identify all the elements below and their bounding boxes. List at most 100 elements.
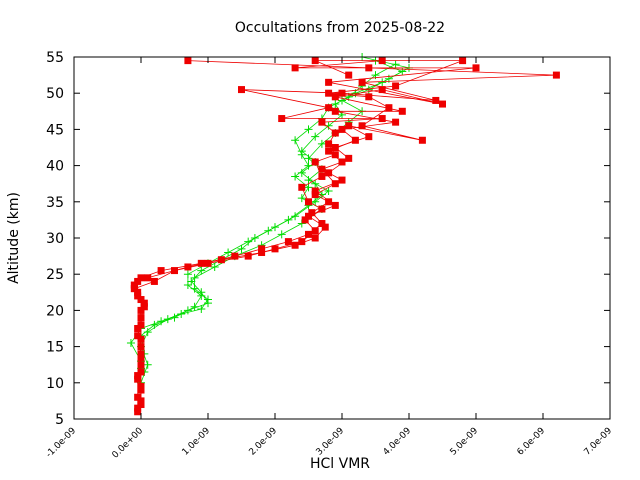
data-point-square bbox=[258, 248, 266, 256]
data-point-plus bbox=[304, 183, 313, 192]
data-point-square bbox=[137, 335, 145, 343]
data-point-square bbox=[134, 372, 142, 380]
data-point-plus bbox=[183, 306, 192, 315]
data-point-square bbox=[157, 267, 165, 275]
data-point-plus bbox=[224, 248, 233, 257]
data-point-plus bbox=[271, 223, 279, 232]
y-tick-label: 35 bbox=[46, 195, 64, 211]
data-point-square bbox=[291, 64, 299, 72]
data-point-square bbox=[271, 245, 279, 253]
data-point-square bbox=[338, 89, 346, 97]
data-point-square bbox=[358, 122, 366, 130]
data-point-plus bbox=[297, 194, 306, 203]
y-tick-label: 55 bbox=[46, 50, 64, 66]
data-point-square bbox=[258, 245, 266, 253]
data-point-plus bbox=[304, 176, 313, 185]
data-point-square bbox=[398, 107, 406, 115]
data-point-square bbox=[358, 78, 366, 86]
data-point-square bbox=[150, 277, 158, 285]
chart-title: Occultations from 2025-08-22 bbox=[235, 20, 445, 36]
y-tick-label: 20 bbox=[46, 303, 64, 319]
data-point-square bbox=[345, 154, 353, 162]
data-point-square bbox=[318, 118, 326, 126]
data-point-plus bbox=[338, 96, 346, 105]
data-point-plus bbox=[163, 315, 172, 324]
data-point-plus bbox=[197, 288, 206, 297]
data-point-square bbox=[197, 259, 205, 267]
data-point-square bbox=[184, 57, 192, 65]
data-point-square bbox=[204, 259, 212, 267]
data-point-square bbox=[321, 223, 329, 231]
data-point-square bbox=[238, 86, 245, 94]
data-point-plus bbox=[143, 360, 152, 369]
data-point-square bbox=[325, 198, 333, 206]
data-point-plus bbox=[304, 125, 313, 134]
data-point-plus bbox=[317, 139, 326, 148]
data-point-plus bbox=[210, 262, 219, 271]
data-point-square bbox=[137, 314, 145, 322]
data-point-square bbox=[365, 133, 373, 141]
data-point-plus bbox=[126, 338, 135, 347]
data-point-square bbox=[137, 296, 145, 304]
data-point-plus bbox=[304, 154, 313, 163]
data-point-square bbox=[298, 183, 306, 191]
data-point-plus bbox=[291, 136, 300, 145]
data-point-plus bbox=[311, 132, 320, 141]
data-point-square bbox=[318, 165, 326, 173]
data-point-square bbox=[325, 147, 333, 155]
data-point-square bbox=[311, 57, 319, 65]
data-point-square bbox=[134, 325, 142, 332]
data-point-square bbox=[325, 140, 333, 148]
data-point-square bbox=[552, 71, 560, 79]
data-point-square bbox=[137, 382, 145, 390]
data-point-square bbox=[137, 353, 145, 361]
data-point-square bbox=[311, 158, 319, 166]
data-point-square bbox=[439, 100, 446, 108]
data-point-square bbox=[325, 169, 333, 177]
data-point-plus bbox=[204, 299, 212, 308]
data-point-square bbox=[301, 216, 309, 224]
data-point-square bbox=[311, 187, 319, 195]
data-point-square bbox=[392, 118, 400, 126]
data-point-plus bbox=[197, 266, 206, 275]
y-tick-label: 30 bbox=[46, 231, 64, 247]
data-point-plus bbox=[324, 186, 333, 195]
data-point-square bbox=[284, 238, 292, 246]
data-point-square bbox=[311, 227, 319, 235]
data-point-square bbox=[134, 393, 142, 401]
data-point-square bbox=[137, 368, 145, 376]
data-point-square bbox=[318, 205, 326, 213]
y-axis-ticks: 5 10 15 20 25 30 35 40 45 50 55 bbox=[46, 50, 610, 428]
x-axis-label: HCl VMR bbox=[310, 456, 370, 472]
data-point-square bbox=[137, 397, 145, 405]
data-point-square bbox=[351, 136, 359, 144]
data-point-plus bbox=[143, 328, 152, 337]
data-point-plus bbox=[183, 270, 192, 279]
data-point-square bbox=[137, 401, 145, 409]
data-point-square bbox=[318, 220, 326, 228]
data-point-square bbox=[385, 104, 393, 112]
data-point-plus bbox=[237, 244, 246, 253]
data-point-square bbox=[331, 144, 339, 151]
data-point-square bbox=[244, 252, 252, 260]
data-point-square bbox=[318, 172, 326, 180]
data-point-square bbox=[184, 263, 192, 271]
data-point-square bbox=[392, 82, 400, 90]
data-point-square bbox=[130, 281, 138, 289]
data-point-square bbox=[338, 125, 346, 133]
data-point-plus bbox=[297, 168, 306, 177]
data-point-square bbox=[134, 375, 142, 383]
data-point-plus bbox=[187, 277, 196, 286]
data-point-plus bbox=[250, 234, 259, 242]
y-tick-label: 40 bbox=[46, 159, 64, 175]
data-point-plus bbox=[183, 281, 192, 290]
data-point-plus bbox=[291, 172, 300, 181]
data-point-square bbox=[331, 151, 339, 159]
data-point-square bbox=[338, 176, 346, 184]
y-tick-label: 25 bbox=[46, 267, 64, 283]
y-axis-label: Altitude (km) bbox=[6, 192, 22, 284]
data-point-square bbox=[378, 115, 386, 123]
data-point-square bbox=[432, 96, 440, 104]
